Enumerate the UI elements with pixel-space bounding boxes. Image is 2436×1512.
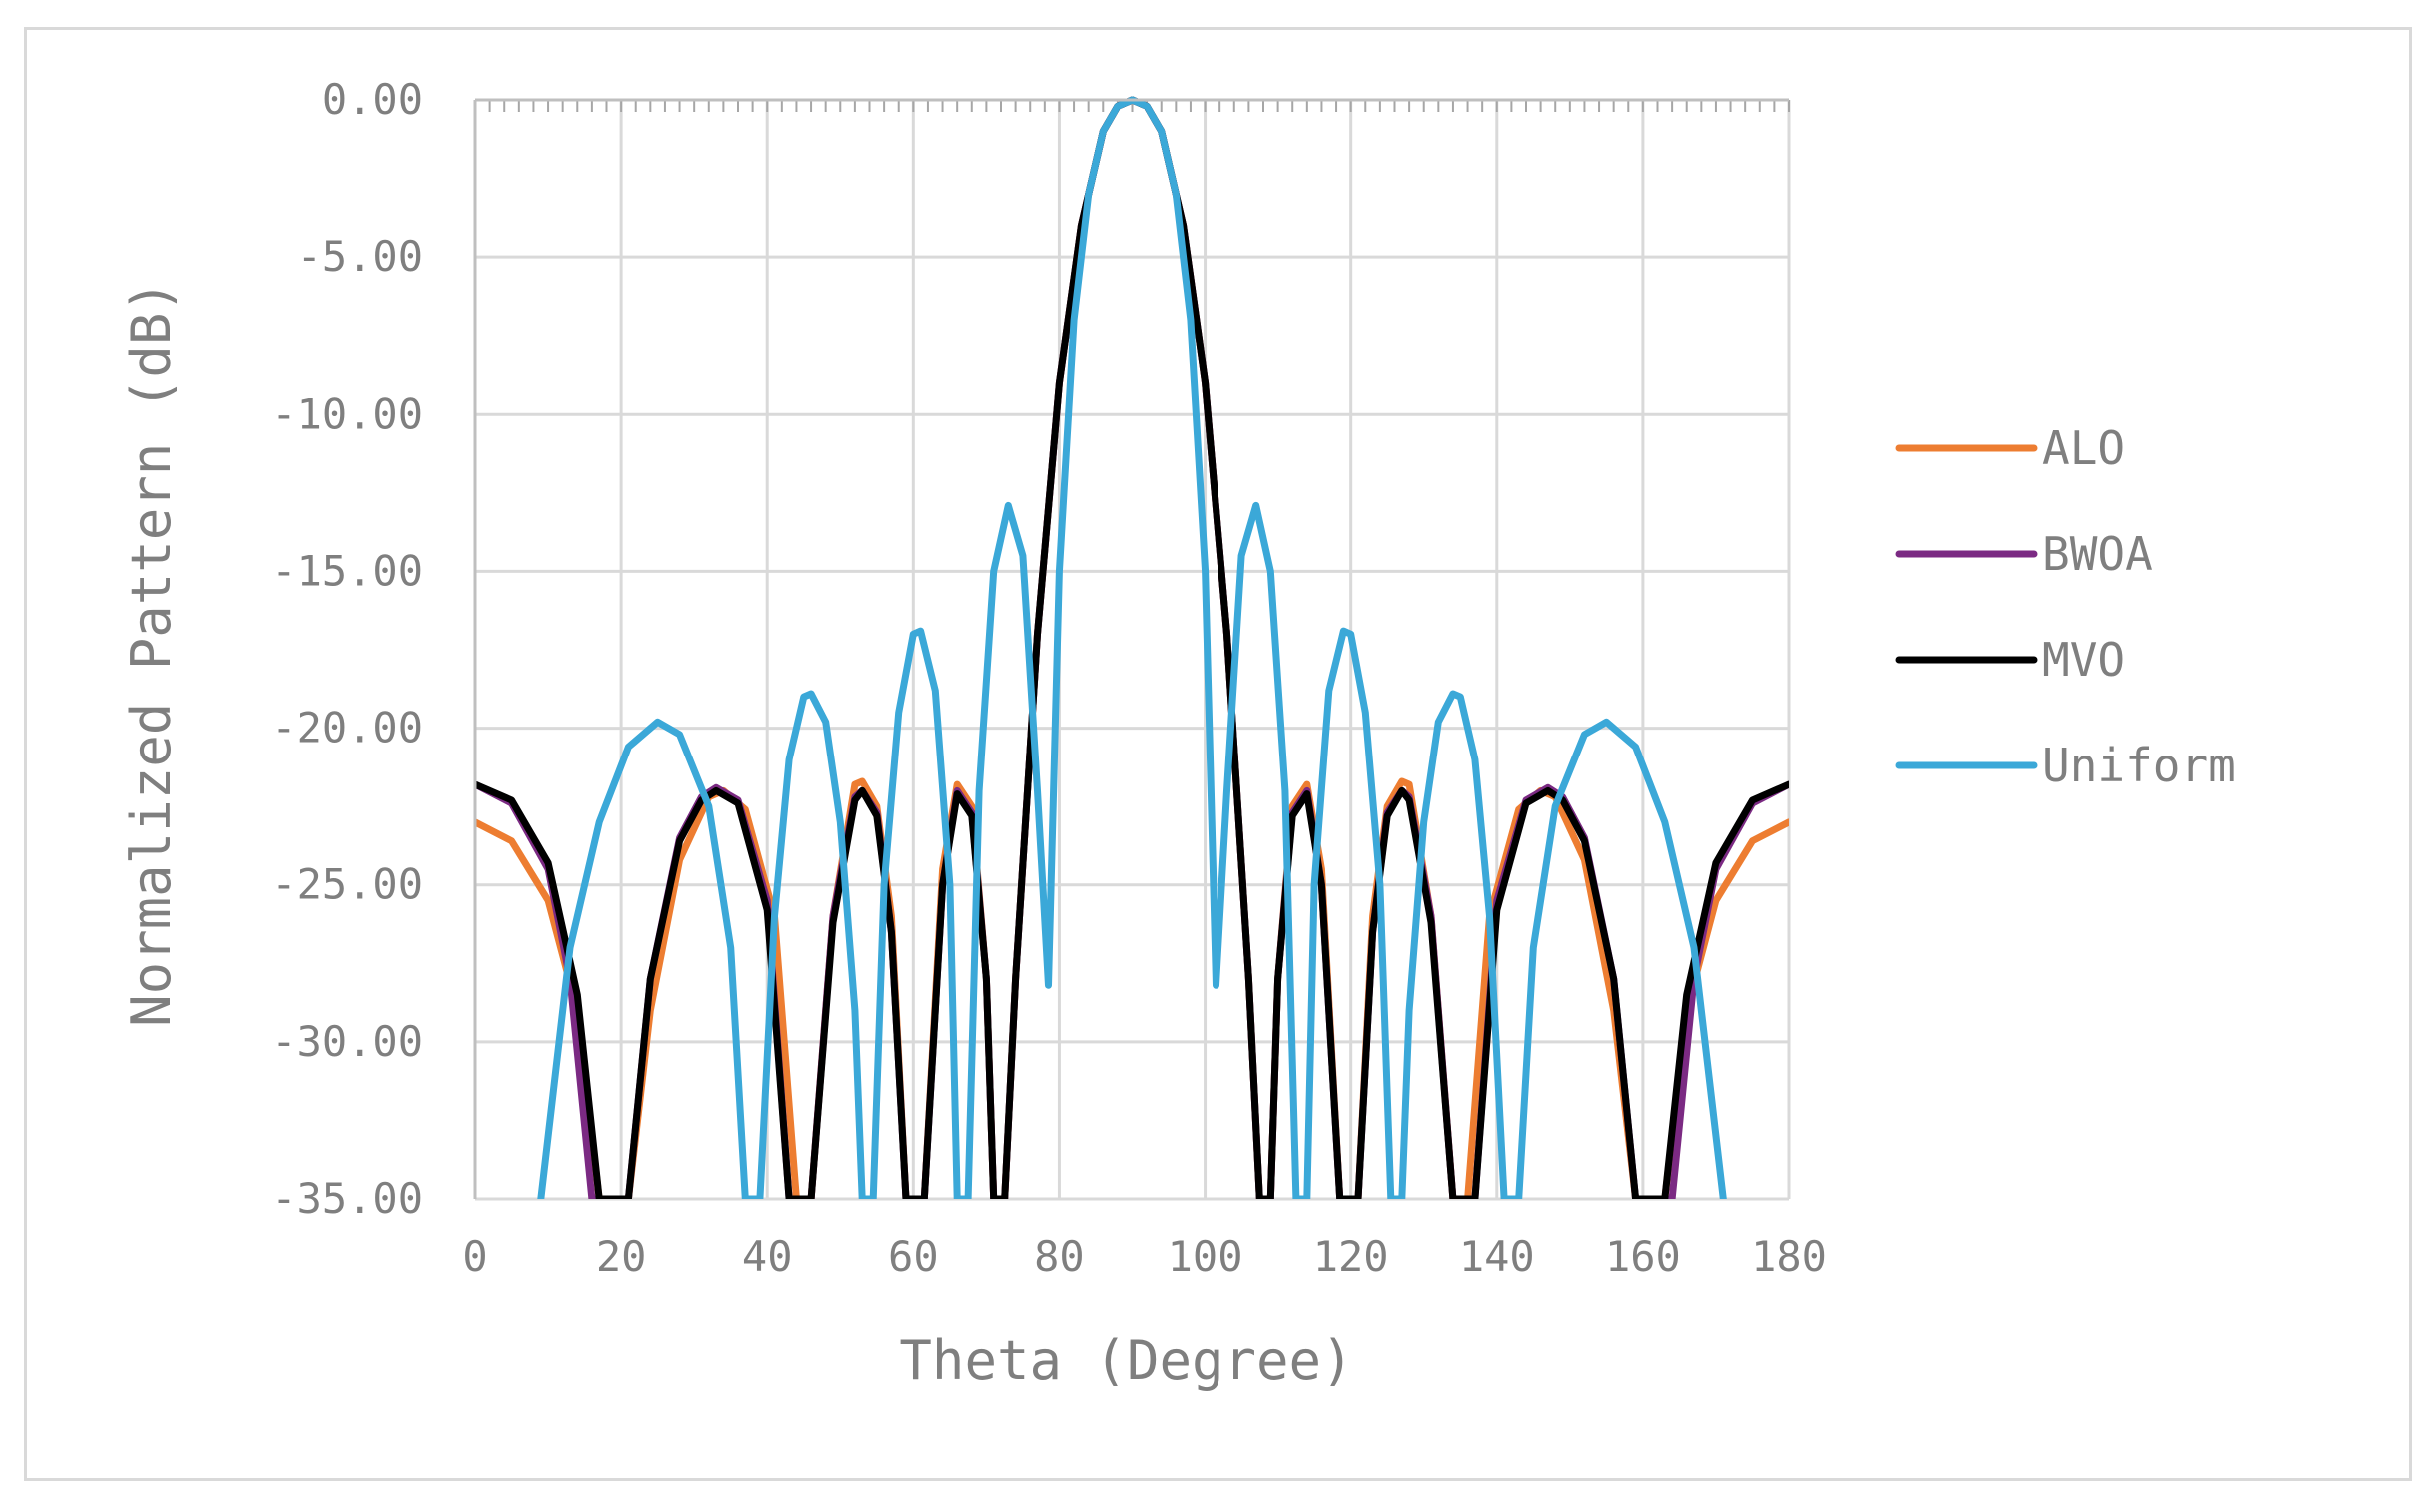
y-tick-label: -10.00 (271, 389, 423, 438)
x-tick-label: 120 (1313, 1232, 1389, 1281)
x-tick-label: 20 (596, 1232, 647, 1281)
y-axis-title: Normalized Pattern (dB) (120, 280, 183, 1027)
y-tick-label: -5.00 (297, 232, 423, 281)
y-tick-label: -15.00 (271, 546, 423, 595)
y-tick-label: -25.00 (271, 860, 423, 909)
legend: ALO BWOA MVO Uniform (1895, 421, 2236, 792)
x-tick-label: 60 (888, 1232, 939, 1281)
x-axis-title: Theta (Degree) (899, 1329, 1353, 1392)
x-tick-label: 160 (1605, 1232, 1681, 1281)
x-tick-label: 180 (1751, 1232, 1827, 1281)
legend-label-bwoa: BWOA (2042, 527, 2153, 581)
x-tick-label: 100 (1168, 1232, 1243, 1281)
legend-label-mvo: MVO (2042, 633, 2125, 687)
y-tick-label: -20.00 (271, 704, 423, 753)
x-tick-label: 40 (742, 1232, 793, 1281)
legend-label-alo: ALO (2042, 421, 2125, 475)
axis-layer (473, 98, 1789, 1199)
x-tick-label: 140 (1459, 1232, 1535, 1281)
series-line-uniform (537, 96, 1727, 1199)
tick-labels: 0 20 40 60 80 100 120 140 160 180 0.00 -5.00 -10.00 -… (271, 75, 1827, 1281)
series-line-alo (475, 96, 1789, 1199)
grid-lines (473, 98, 1791, 1201)
x-tick-label: 80 (1034, 1232, 1085, 1281)
y-tick-label: 0.00 (322, 75, 423, 124)
chart-frame (24, 27, 2412, 1481)
x-tick-label: 0 (462, 1232, 487, 1281)
y-tick-label: -30.00 (271, 1017, 423, 1066)
y-tick-label: -35.00 (271, 1174, 423, 1223)
series-line-bwoa (475, 96, 1789, 1199)
series-layer (475, 96, 1789, 1199)
series-line-mvo (475, 96, 1789, 1199)
legend-label-uniform: Uniform (2042, 739, 2236, 792)
